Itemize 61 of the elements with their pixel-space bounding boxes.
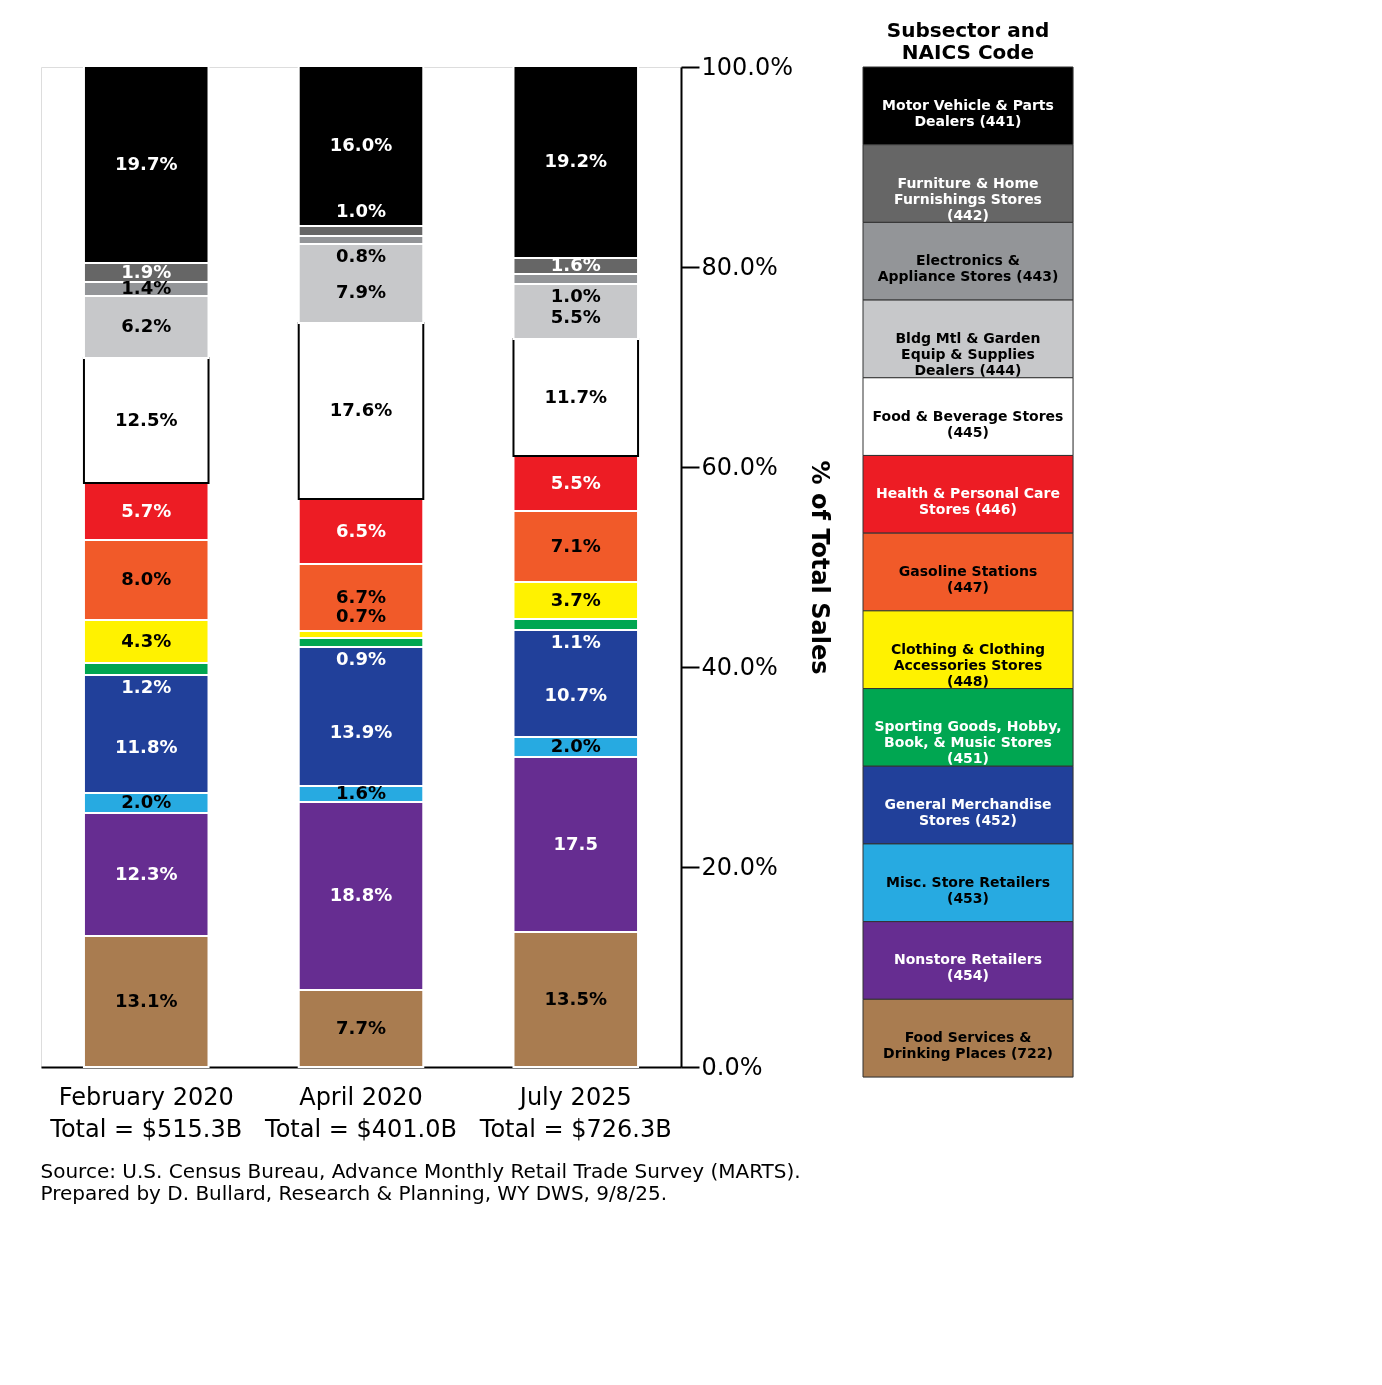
y-tick-label: 100.0% <box>701 52 794 81</box>
text: Food & Beverage Stores (445) <box>872 407 1064 440</box>
x-tick-label: April 2020 Total = $401.0B <box>264 1082 457 1143</box>
data-label: 3.7% <box>550 588 601 610</box>
data-label: 17.6% <box>329 399 393 420</box>
text: Furniture & Home Furnishings Stores (442) <box>894 174 1042 223</box>
y-tick-label: 0.0% <box>701 1052 763 1081</box>
data-label: 11.8% <box>115 736 178 758</box>
data-label: 7.7% <box>336 1016 386 1038</box>
x-tick-label: July 2025 Total = $726.3B <box>478 1082 672 1143</box>
data-label: 0.9% <box>336 648 386 669</box>
x-tick-label: February 2020 Total = $515.3B <box>49 1082 243 1143</box>
text: Gasoline Stations (447) <box>898 563 1038 595</box>
data-label: 1.0% <box>550 285 601 306</box>
data-label: 5.7% <box>121 499 172 521</box>
data-label: 2.0% <box>121 791 172 812</box>
data-label: 18.8% <box>329 884 393 905</box>
text: Bldg Mtl & Garden Equip & Supplies Dealers (444) <box>895 329 1041 378</box>
source-note: Source: U.S. Census Bureau, Advance Monthly Retail Trade Survey (MARTS). <box>40 1158 801 1183</box>
data-label: 19.2% <box>544 150 607 171</box>
text: Sporting Goods, Hobby, Book, & Music Stores (451) <box>874 718 1062 767</box>
data-label: 1.6% <box>336 782 386 803</box>
data-label: 1.1% <box>550 631 601 652</box>
data-label: 6.7% <box>336 585 386 607</box>
text: Clothing & Clothing Accessories Stores (448) <box>890 640 1046 689</box>
data-label: 5.5% <box>550 471 601 493</box>
data-label: 17.5 <box>553 832 598 854</box>
data-label: 0.7% <box>336 605 386 626</box>
data-label: 8.0% <box>121 568 172 589</box>
data-label: 6.5% <box>336 519 386 541</box>
data-label: 11.7% <box>544 385 607 407</box>
text: Motor Vehicle & Parts Dealers (441) <box>882 96 1054 129</box>
data-label: 0.8% <box>336 245 386 266</box>
text: Health & Personal Care Stores (446) <box>876 485 1060 518</box>
y-tick-label: 80.0% <box>701 252 778 281</box>
data-label: 10.7% <box>544 684 607 706</box>
text: General Merchandise Stores (452) <box>884 796 1052 829</box>
data-label: 12.3% <box>115 862 178 884</box>
text: Food Services & Drinking Places (722) <box>883 1029 1053 1062</box>
data-label: 12.5% <box>115 408 178 430</box>
y-tick-label: 20.0% <box>701 852 778 881</box>
data-label: 2.0% <box>550 735 601 756</box>
data-label: 13.1% <box>115 989 178 1011</box>
data-label: 7.1% <box>550 534 601 556</box>
data-label: 13.5% <box>544 987 607 1009</box>
data-label: 16.0% <box>329 134 393 155</box>
text: Nonstore Retailers (454) <box>894 951 1042 984</box>
text: Electronics & Appliance Stores (443) <box>877 252 1059 285</box>
text: Misc. Store Retailers (453) <box>886 873 1050 906</box>
data-label: 4.3% <box>121 629 172 651</box>
y-tick-label: 40.0% <box>701 652 778 681</box>
y-axis-title: % of Total Sales <box>806 460 835 675</box>
data-label: 1.0% <box>336 200 386 221</box>
data-label: 13.9% <box>329 721 393 743</box>
legend-title: Subsector and NAICS Code <box>886 17 1050 64</box>
data-label: 1.2% <box>121 676 172 697</box>
data-label: 7.9% <box>336 280 386 302</box>
y-tick-label: 60.0% <box>701 452 778 481</box>
data-label: 5.5% <box>550 306 601 328</box>
data-label: 6.2% <box>121 315 172 336</box>
data-label: 19.7% <box>115 152 178 174</box>
